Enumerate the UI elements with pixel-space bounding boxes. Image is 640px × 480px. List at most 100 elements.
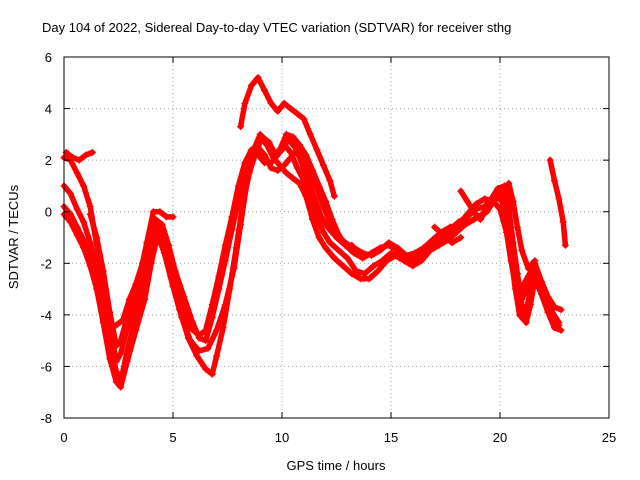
data-point: [86, 203, 94, 211]
series-track-10: [546, 156, 569, 249]
data-point: [309, 166, 317, 174]
data-point: [86, 239, 94, 247]
data-point: [370, 262, 378, 270]
data-point: [309, 215, 317, 223]
data-point: [367, 252, 375, 260]
data-point: [365, 275, 373, 283]
data-point: [302, 151, 310, 159]
data-point: [274, 166, 282, 174]
data-point: [509, 197, 517, 205]
data-point: [295, 141, 303, 149]
y-axis-label: SDTVAR / TECUs: [6, 184, 21, 289]
data-point: [341, 241, 349, 249]
data-point: [195, 334, 203, 342]
data-point: [136, 270, 144, 278]
data-point: [80, 218, 88, 226]
series-track-8: [243, 130, 356, 249]
data-point: [315, 234, 323, 241]
data-point: [261, 151, 269, 159]
data-point: [483, 205, 491, 213]
data-point: [221, 257, 229, 265]
data-point: [156, 208, 164, 216]
data-point: [383, 257, 391, 265]
series-track-9: [505, 179, 539, 272]
data-point: [461, 221, 469, 229]
data-point: [282, 130, 290, 138]
data-point: [431, 223, 439, 231]
data-point: [243, 169, 251, 177]
data-point: [228, 226, 236, 234]
y-tick-label: -2: [40, 256, 52, 271]
data-point: [213, 352, 221, 360]
data-point: [280, 99, 288, 107]
data-point: [154, 231, 162, 239]
data-point: [99, 267, 107, 275]
data-point: [230, 264, 238, 272]
data-point: [67, 190, 75, 198]
data-point: [112, 342, 120, 350]
data-point: [86, 254, 94, 262]
data-point: [82, 151, 90, 159]
data-point: [237, 221, 245, 229]
data-point: [117, 350, 125, 358]
data-point: [315, 182, 323, 190]
data-point: [339, 262, 347, 270]
data-point: [289, 133, 297, 141]
x-tick-label: 5: [169, 430, 176, 445]
data-point: [267, 164, 275, 172]
data-point: [132, 326, 140, 334]
data-point: [219, 324, 227, 332]
data-point: [88, 148, 96, 156]
series-track-11: [457, 187, 497, 223]
data-point: [289, 174, 297, 182]
x-tick-label: 20: [493, 430, 507, 445]
x-tick-label: 15: [384, 430, 398, 445]
data-point: [106, 355, 114, 363]
x-axis-label: GPS time / hours: [287, 458, 386, 473]
data-point: [99, 308, 107, 316]
data-point: [319, 161, 327, 169]
data-point: [93, 234, 101, 241]
series-line: [237, 74, 338, 199]
data-point: [306, 130, 314, 138]
data-point: [256, 130, 264, 138]
data-point: [319, 228, 327, 236]
data-point: [274, 107, 282, 115]
series-track-7: [62, 148, 96, 164]
y-tick-label: 6: [45, 50, 52, 65]
data-point: [130, 293, 138, 301]
chart-title: Day 104 of 2022, Sidereal Day-to-day VTE…: [42, 20, 511, 35]
data-point: [402, 252, 410, 260]
y-tick-label: 4: [45, 102, 52, 117]
data-point: [250, 146, 258, 154]
data-point: [117, 337, 125, 345]
data-point: [507, 257, 515, 265]
data-point: [282, 169, 290, 177]
data-point: [505, 203, 513, 211]
data-point: [481, 195, 489, 203]
data-point: [520, 280, 528, 288]
data-point: [123, 313, 131, 321]
data-point: [202, 365, 210, 373]
data-point: [524, 272, 532, 280]
data-point: [311, 195, 319, 203]
data-point: [241, 174, 249, 182]
data-point: [330, 254, 338, 262]
data-point: [221, 301, 229, 309]
data-point: [348, 241, 356, 249]
series-line: [61, 134, 562, 390]
data-point: [513, 223, 521, 231]
data-point: [267, 99, 275, 107]
data-point: [457, 187, 465, 195]
y-tick-label: 2: [45, 153, 52, 168]
data-point: [559, 218, 567, 226]
data-point: [295, 179, 303, 187]
data-point: [304, 177, 312, 185]
data-point: [313, 146, 321, 154]
series-line: [547, 157, 569, 248]
data-point: [496, 205, 504, 213]
data-point: [328, 215, 336, 223]
data-point: [158, 221, 166, 229]
data-point: [117, 383, 125, 391]
